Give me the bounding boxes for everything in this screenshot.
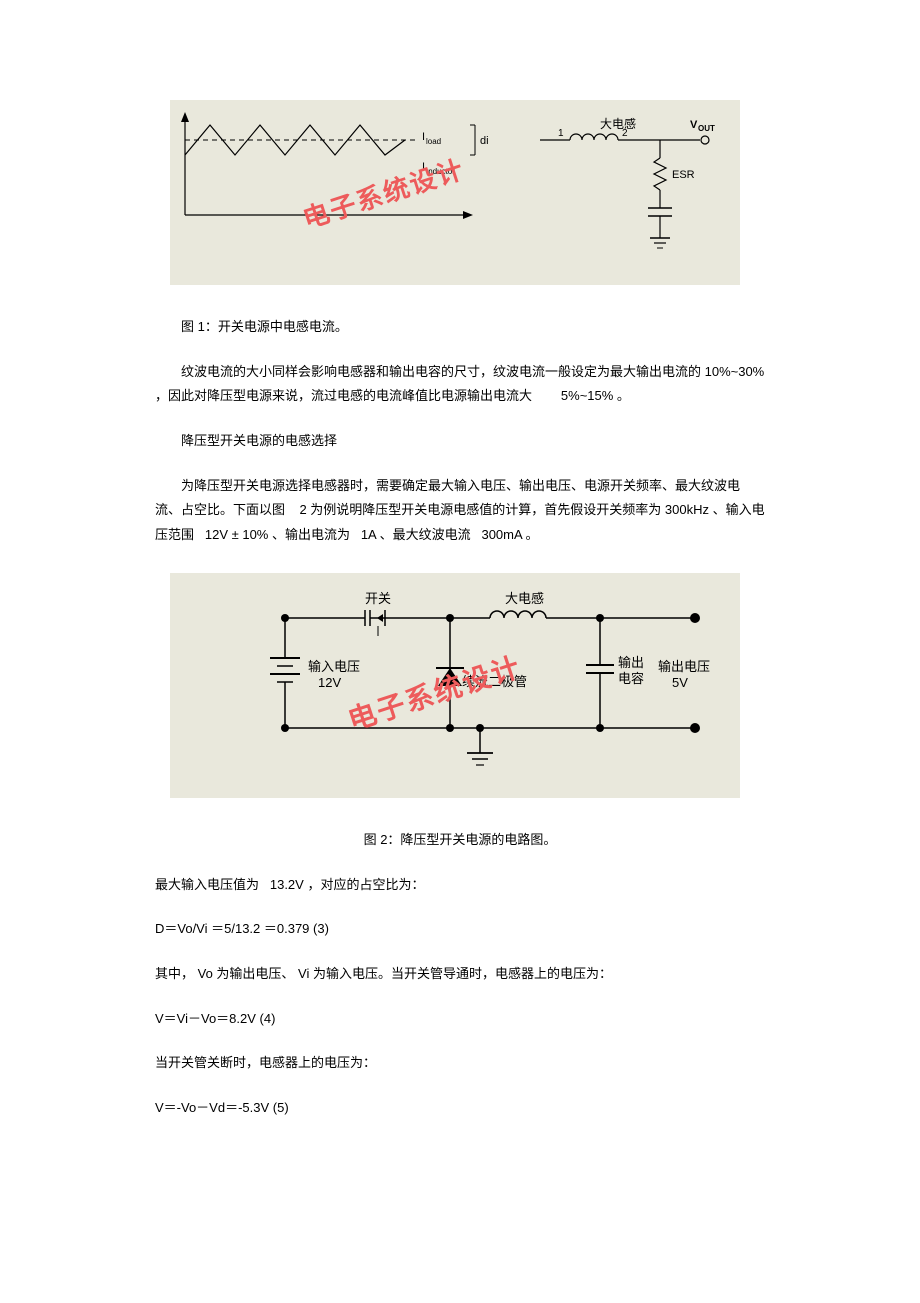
para3-a: 最大输入电压值为 [155, 877, 259, 892]
para-vo-vi: 其中， Vo 为输出电压、 Vi 为输入电压。当开关管导通时，电感器上的电压为： [155, 962, 765, 987]
label-cout-2: 电容 [618, 671, 644, 686]
para2-c: 12V ± 10% 、输出电流为 [205, 527, 350, 542]
figure-1: I load I Inductor di 大电感 1 2 V OUT ESR [170, 100, 740, 285]
label-vout-sub: OUT [698, 124, 715, 133]
label-big-inductor: 大电感 [600, 116, 636, 131]
label-di: di [480, 135, 489, 147]
para1-b: 5%~15% 。 [561, 388, 630, 403]
label-inductor-2: 大电感 [505, 591, 544, 606]
paragraph-ripple: 纹波电流的大小同样会影响电感器和输出电容的尺寸，纹波电流一般设定为最大输出电流的… [155, 360, 765, 409]
label-vin: 输入电压 [308, 659, 360, 674]
label-cout-1: 输出 [618, 655, 644, 670]
para-max-vin: 最大输入电压值为 13.2V ，对应的占空比为： [155, 873, 765, 898]
label-iinductor: I [422, 161, 425, 173]
figure-1-caption: 图 1：开关电源中电感电流。 [155, 315, 765, 340]
label-vout-2: 输出电压 [658, 659, 710, 674]
figure-2-caption: 图 2：降压型开关电源的电路图。 [155, 828, 765, 853]
label-diode: 续流二极管 [462, 674, 527, 689]
equation-3: D＝Vo/Vi ＝5/13.2 ＝0.379 (3) [155, 917, 765, 942]
node-1: 1 [558, 128, 564, 139]
paragraph-buck-select: 为降压型开关电源选择电感器时，需要确定最大输入电压、输出电压、电源开关频率、最大… [155, 474, 765, 548]
label-iload-sub: load [426, 137, 441, 146]
para3-b: 13.2V ，对应的占空比为： [270, 877, 425, 892]
figure-2: 开关 大电感 输入电压 12V 续流二极管 [170, 573, 740, 798]
figure-2-svg: 开关 大电感 输入电压 12V 续流二极管 [170, 573, 740, 798]
node-2: 2 [622, 128, 628, 139]
para1-a: 纹波电流的大小同样会影响电感器和输出电容的尺寸，纹波电流一般设定为最大输出电流的… [155, 364, 764, 404]
para2-d: 1A 、最大纹波电流 [361, 527, 471, 542]
equation-4: V＝Vi－Vo＝8.2V (4) [155, 1007, 765, 1032]
label-iload: I [422, 131, 425, 143]
label-vout: V [690, 119, 698, 131]
para-switch-off: 当开关管关断时，电感器上的电压为： [155, 1051, 765, 1076]
label-vin-val: 12V [318, 675, 341, 690]
heading-buck-inductor: 降压型开关电源的电感选择 [155, 429, 765, 454]
figure-1-svg: I load I Inductor di 大电感 1 2 V OUT ESR [170, 100, 740, 285]
label-iinductor-sub: Inductor [426, 167, 455, 176]
equation-5: V＝-Vo－Vd＝-5.3V (5) [155, 1096, 765, 1121]
label-esr: ESR [672, 169, 695, 181]
label-switch: 开关 [365, 591, 391, 606]
label-vout-val: 5V [672, 675, 688, 690]
para2-e: 300mA 。 [481, 527, 538, 542]
